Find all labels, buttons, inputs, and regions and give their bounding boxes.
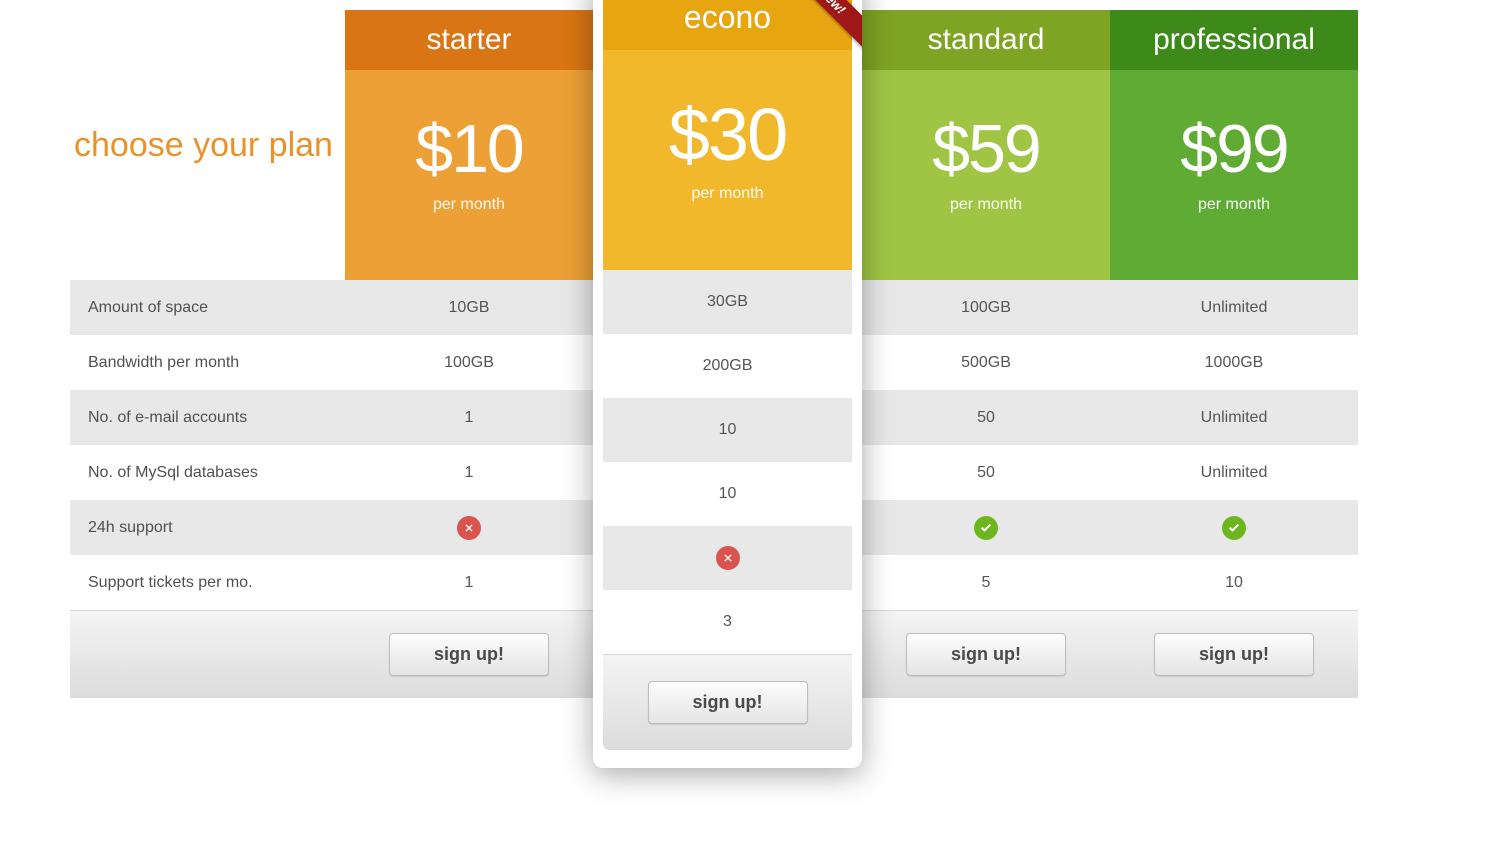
choose-plan-heading: choose your plan	[70, 10, 345, 280]
plan-price-box: $30 per month	[603, 50, 852, 270]
feature-value: 200GB	[603, 334, 852, 398]
signup-button-econo[interactable]: sign up!	[648, 681, 808, 724]
feature-value	[1110, 500, 1358, 555]
plan-period: per month	[862, 196, 1110, 214]
feature-label: No. of e-mail accounts	[70, 390, 345, 445]
feature-value: 5	[862, 555, 1110, 610]
plan-name: standard	[862, 10, 1110, 70]
feature-value: Unlimited	[1110, 445, 1358, 500]
feature-value: 1000GB	[1110, 335, 1358, 390]
featured-shell: New!econo$30per month30GB200GB10103sign …	[593, 0, 862, 768]
feature-value: 10	[1110, 555, 1358, 610]
cross-icon	[457, 516, 481, 540]
feature-value: Unlimited	[1110, 280, 1358, 335]
feature-label: Bandwidth per month	[70, 335, 345, 390]
pricing-table: choose your planAmount of spaceBandwidth…	[70, 10, 1430, 768]
feature-value: 10	[603, 398, 852, 462]
feature-value: 1	[345, 555, 593, 610]
feature-label: No. of MySql databases	[70, 445, 345, 500]
feature-label: Amount of space	[70, 280, 345, 335]
plan-name: professional	[1110, 10, 1358, 70]
feature-value: 500GB	[862, 335, 1110, 390]
feature-value: 50	[862, 445, 1110, 500]
plan-price: $99	[1110, 110, 1358, 188]
feature-value	[345, 500, 593, 555]
plan-header: standard $59 per month	[862, 10, 1110, 280]
feature-labels-column: choose your planAmount of spaceBandwidth…	[70, 10, 345, 698]
plan-column-starter: starter$10per month10GB100GB111sign up!	[345, 10, 593, 698]
feature-label: Support tickets per mo.	[70, 555, 345, 610]
plan-period: per month	[603, 185, 852, 203]
plan-column-standard: standard$59per month100GB500GB50505sign …	[862, 10, 1110, 698]
plan-column-professional: professional$99per monthUnlimited1000GBU…	[1110, 10, 1358, 698]
plan-footer: sign up!	[862, 610, 1110, 698]
plan-footer: sign up!	[1110, 610, 1358, 698]
plan-column-econo: New!econo$30per month30GB200GB10103sign …	[593, 10, 862, 768]
feature-value: 10GB	[345, 280, 593, 335]
signup-button-starter[interactable]: sign up!	[389, 633, 549, 676]
feature-label: 24h support	[70, 500, 345, 555]
plan-header: econo $30 per month	[603, 0, 852, 270]
feature-value: 1	[345, 390, 593, 445]
feature-value: 50	[862, 390, 1110, 445]
plan-price-box: $59 per month	[862, 70, 1110, 280]
feature-value	[862, 500, 1110, 555]
plan-header: starter $10 per month	[345, 10, 593, 280]
feature-value: 3	[603, 590, 852, 654]
signup-button-professional[interactable]: sign up!	[1154, 633, 1314, 676]
plan-header: professional $99 per month	[1110, 10, 1358, 280]
plan-footer: sign up!	[603, 654, 852, 750]
feature-value: 100GB	[345, 335, 593, 390]
plan-price: $59	[862, 110, 1110, 188]
feature-value: 30GB	[603, 270, 852, 334]
plan-period: per month	[345, 196, 593, 214]
feature-value	[603, 526, 852, 590]
plan-name: starter	[345, 10, 593, 70]
plan-price-box: $10 per month	[345, 70, 593, 280]
plan-price-box: $99 per month	[1110, 70, 1358, 280]
cross-icon	[716, 546, 740, 570]
plan-name: econo	[603, 0, 852, 50]
plan-price: $30	[603, 92, 852, 177]
plan-period: per month	[1110, 196, 1358, 214]
feature-value: 10	[603, 462, 852, 526]
plan-price: $10	[345, 110, 593, 188]
signup-button-standard[interactable]: sign up!	[906, 633, 1066, 676]
feature-value: 1	[345, 445, 593, 500]
plan-footer: sign up!	[345, 610, 593, 698]
feature-value: 100GB	[862, 280, 1110, 335]
feature-value: Unlimited	[1110, 390, 1358, 445]
footer-spacer	[70, 610, 345, 698]
check-icon	[974, 516, 998, 540]
check-icon	[1222, 516, 1246, 540]
